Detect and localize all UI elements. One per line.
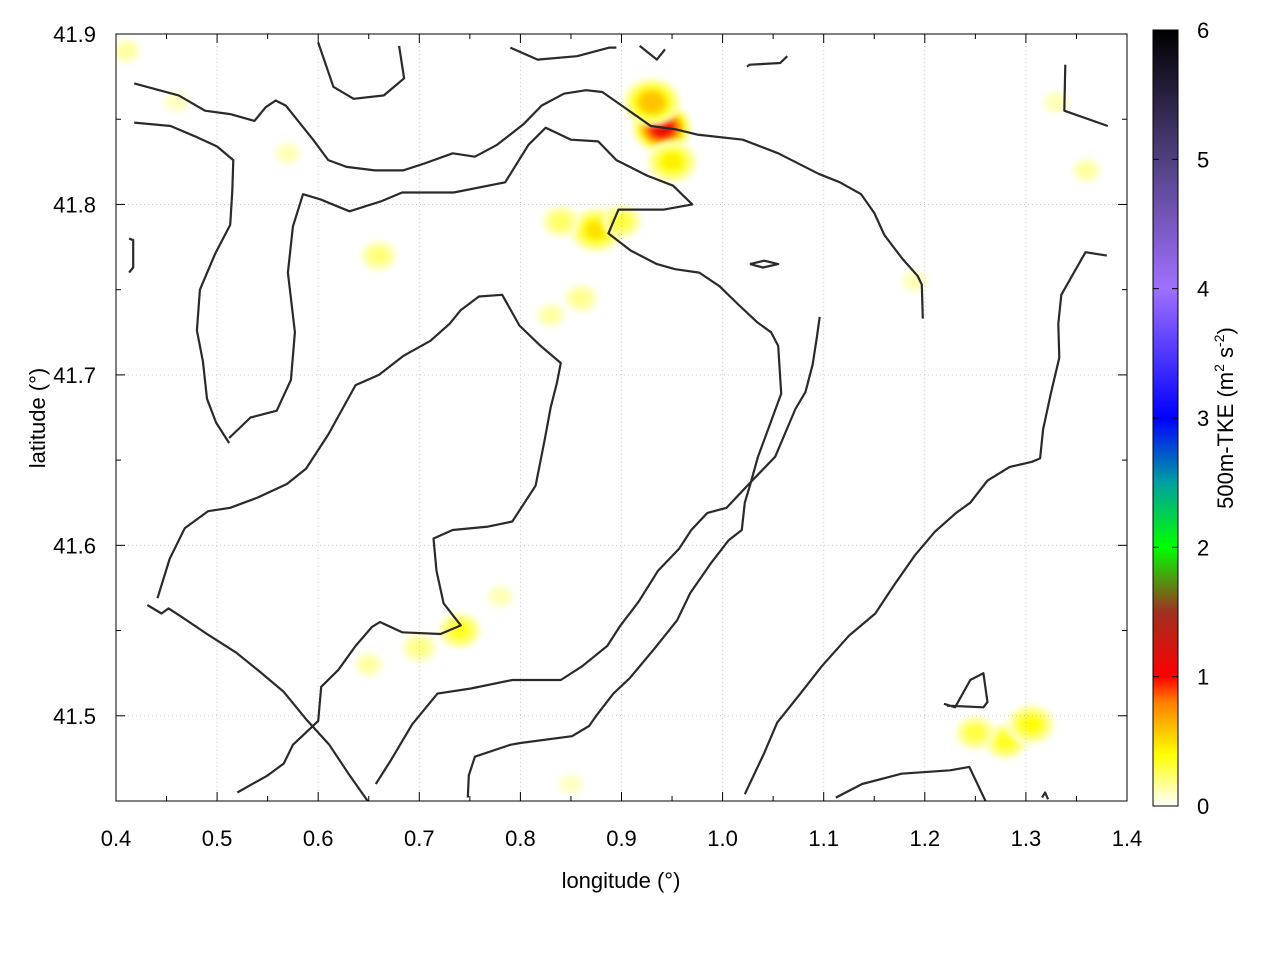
tke-hotspot bbox=[646, 140, 698, 184]
colorbar-label-prefix: 500m-TKE (m bbox=[1213, 372, 1238, 509]
y-tick-labels: 41.5 41.6 41.7 41.8 41.9 bbox=[53, 22, 96, 729]
tke-hotspot bbox=[438, 612, 481, 649]
tke-hotspot bbox=[955, 716, 996, 750]
contour-line bbox=[943, 672, 989, 709]
colorbar-label-middle: s bbox=[1213, 347, 1238, 364]
colorbar-tick-label: 1 bbox=[1197, 665, 1209, 690]
colorbar-label-sup2: -2 bbox=[1211, 334, 1227, 347]
tke-heatmap-layer bbox=[116, 39, 1101, 796]
x-tick-labels: 0.4 0.5 0.6 0.7 0.8 0.9 1.0 1.1 1.2 1.3 1.4 bbox=[101, 826, 1143, 851]
tke-hotspot bbox=[360, 240, 398, 272]
contour-line bbox=[156, 293, 562, 794]
contour-line bbox=[228, 126, 783, 798]
colorbar-label-suffix: ) bbox=[1213, 327, 1238, 334]
tke-hotspot bbox=[536, 303, 565, 328]
tke-hotspot bbox=[541, 205, 580, 238]
x-tick-label: 0.9 bbox=[606, 826, 637, 851]
colorbar-tick-label: 6 bbox=[1197, 18, 1209, 43]
contour-line bbox=[743, 251, 1107, 795]
x-tick-label: 0.5 bbox=[202, 826, 233, 851]
colorbar-tick-label: 2 bbox=[1197, 535, 1209, 560]
tke-hotspot bbox=[1042, 90, 1070, 114]
axis-ticks bbox=[115, 33, 1128, 802]
tke-hotspot bbox=[486, 585, 514, 608]
tke-hotspot bbox=[1006, 703, 1056, 745]
x-tick-label: 0.4 bbox=[101, 826, 132, 851]
grid-lines bbox=[116, 34, 1127, 801]
contour-line bbox=[1041, 791, 1050, 800]
x-tick-label: 1.2 bbox=[910, 826, 941, 851]
y-tick-label: 41.9 bbox=[53, 22, 96, 47]
y-tick-label: 41.5 bbox=[53, 704, 96, 729]
y-tick-label: 41.7 bbox=[53, 363, 96, 388]
x-tick-label: 0.8 bbox=[505, 826, 536, 851]
colorbar-label: 500m-TKE (m2 s-2) bbox=[1211, 327, 1238, 509]
colorbar-tick-label: 5 bbox=[1197, 147, 1209, 172]
contour-line bbox=[133, 82, 924, 319]
contour-line bbox=[749, 259, 780, 269]
colorbar-tick-label: 4 bbox=[1197, 277, 1209, 302]
contour-line bbox=[639, 45, 666, 61]
contour-line bbox=[835, 765, 987, 801]
y-tick-label: 41.6 bbox=[53, 533, 96, 558]
tke-hotspot bbox=[1072, 158, 1101, 183]
tke-hotspot bbox=[163, 91, 190, 114]
tke-hotspot bbox=[354, 652, 383, 677]
tke-hotspot bbox=[274, 141, 302, 165]
colorbar-tick-label: 3 bbox=[1197, 406, 1209, 431]
contour-line bbox=[134, 121, 235, 444]
x-tick-label: 1.0 bbox=[707, 826, 738, 851]
x-tick-label: 1.4 bbox=[1112, 826, 1143, 851]
x-axis-label: longitude (°) bbox=[562, 868, 681, 893]
contour-line bbox=[509, 46, 617, 61]
colorbar-tick-label: 0 bbox=[1197, 794, 1209, 819]
colorbar-ticks: 0 1 2 3 4 5 6 bbox=[1153, 18, 1209, 819]
contour-line bbox=[146, 604, 369, 801]
contour-line bbox=[1063, 64, 1109, 128]
y-tick-label: 41.8 bbox=[53, 192, 96, 217]
tke-hotspot bbox=[622, 77, 681, 127]
contour-line bbox=[746, 55, 789, 68]
tke-hotspot bbox=[401, 632, 438, 663]
tke-hotspot bbox=[557, 772, 585, 796]
tke-hotspot bbox=[563, 283, 599, 313]
x-tick-label: 0.7 bbox=[404, 826, 435, 851]
tke-hotspot bbox=[116, 39, 141, 63]
contour-line bbox=[374, 316, 821, 785]
contour-lines bbox=[128, 42, 1109, 801]
x-tick-label: 1.3 bbox=[1011, 826, 1042, 851]
x-tick-label: 1.1 bbox=[808, 826, 839, 851]
y-axis-label: latitude (°) bbox=[25, 368, 50, 469]
colorbar-label-sup1: 2 bbox=[1211, 364, 1227, 372]
contour-line bbox=[128, 237, 135, 274]
x-tick-label: 0.6 bbox=[303, 826, 334, 851]
contour-line bbox=[317, 42, 406, 100]
